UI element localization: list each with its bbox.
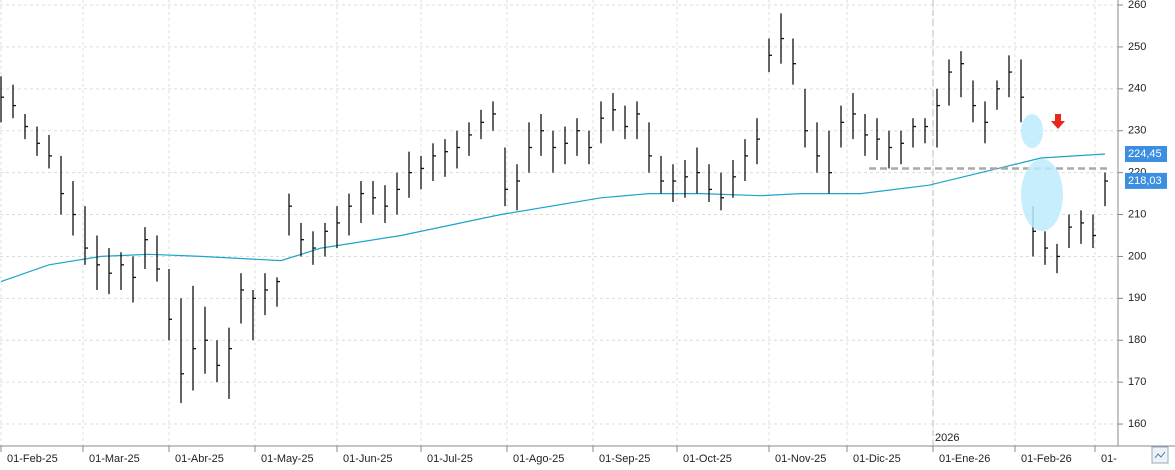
x-tick-label: 01-Oct-25 bbox=[683, 453, 732, 465]
chart-icon bbox=[1154, 451, 1166, 459]
chart-icon-button[interactable] bbox=[1151, 446, 1169, 464]
x-tick-label: 01-Abr-25 bbox=[175, 453, 224, 465]
year-marker-label: 2026 bbox=[935, 432, 959, 444]
y-tick-label: 240 bbox=[1128, 83, 1146, 95]
x-tick-label: 01-Nov-25 bbox=[775, 453, 826, 465]
x-tick-label: 01-Mar-25 bbox=[89, 453, 140, 465]
y-tick-label: 170 bbox=[1128, 376, 1146, 388]
x-tick-label: 01-Ene-26 bbox=[939, 453, 990, 465]
x-tick-label: 01-Sep-25 bbox=[599, 453, 650, 465]
x-tick-label: 01- bbox=[1101, 453, 1117, 465]
plot bbox=[0, 0, 1118, 446]
highlight-ellipse bbox=[1021, 159, 1063, 231]
y-tick-label: 260 bbox=[1128, 0, 1146, 11]
x-tick-label: 01-May-25 bbox=[261, 453, 314, 465]
price-label-box bbox=[1125, 172, 1167, 189]
y-tick-label: 190 bbox=[1128, 292, 1146, 304]
x-tick-label: 01-Jul-25 bbox=[427, 453, 473, 465]
y-tick-label: 210 bbox=[1128, 208, 1146, 220]
y-tick-label: 200 bbox=[1128, 250, 1146, 262]
x-tick-label: 01-Feb-26 bbox=[1021, 453, 1072, 465]
highlight-ellipse bbox=[1021, 114, 1043, 148]
y-tick-label: 180 bbox=[1128, 334, 1146, 346]
y-tick-label: 160 bbox=[1128, 418, 1146, 430]
x-tick-label: 01-Dic-25 bbox=[853, 453, 901, 465]
down-arrow bbox=[1051, 114, 1065, 129]
x-tick-label: 01-Feb-25 bbox=[7, 453, 58, 465]
price-label: 224,45 bbox=[1128, 148, 1162, 160]
x-tick-label: 01-Ago-25 bbox=[513, 453, 564, 465]
price-label: 218,03 bbox=[1128, 175, 1162, 187]
moving-average-line bbox=[0, 153, 1106, 283]
price-label-box bbox=[1125, 145, 1167, 162]
x-tick-label: 01-Jun-25 bbox=[343, 453, 393, 465]
y-tick-label: 250 bbox=[1128, 41, 1146, 53]
y-tick-label: 230 bbox=[1128, 125, 1146, 137]
